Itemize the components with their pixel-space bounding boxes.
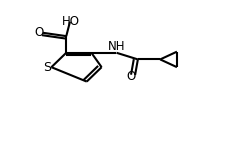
Text: O: O [34,26,43,39]
Text: HO: HO [62,15,80,28]
Text: O: O [127,70,136,83]
Text: NH: NH [108,40,125,53]
Text: S: S [43,61,51,74]
